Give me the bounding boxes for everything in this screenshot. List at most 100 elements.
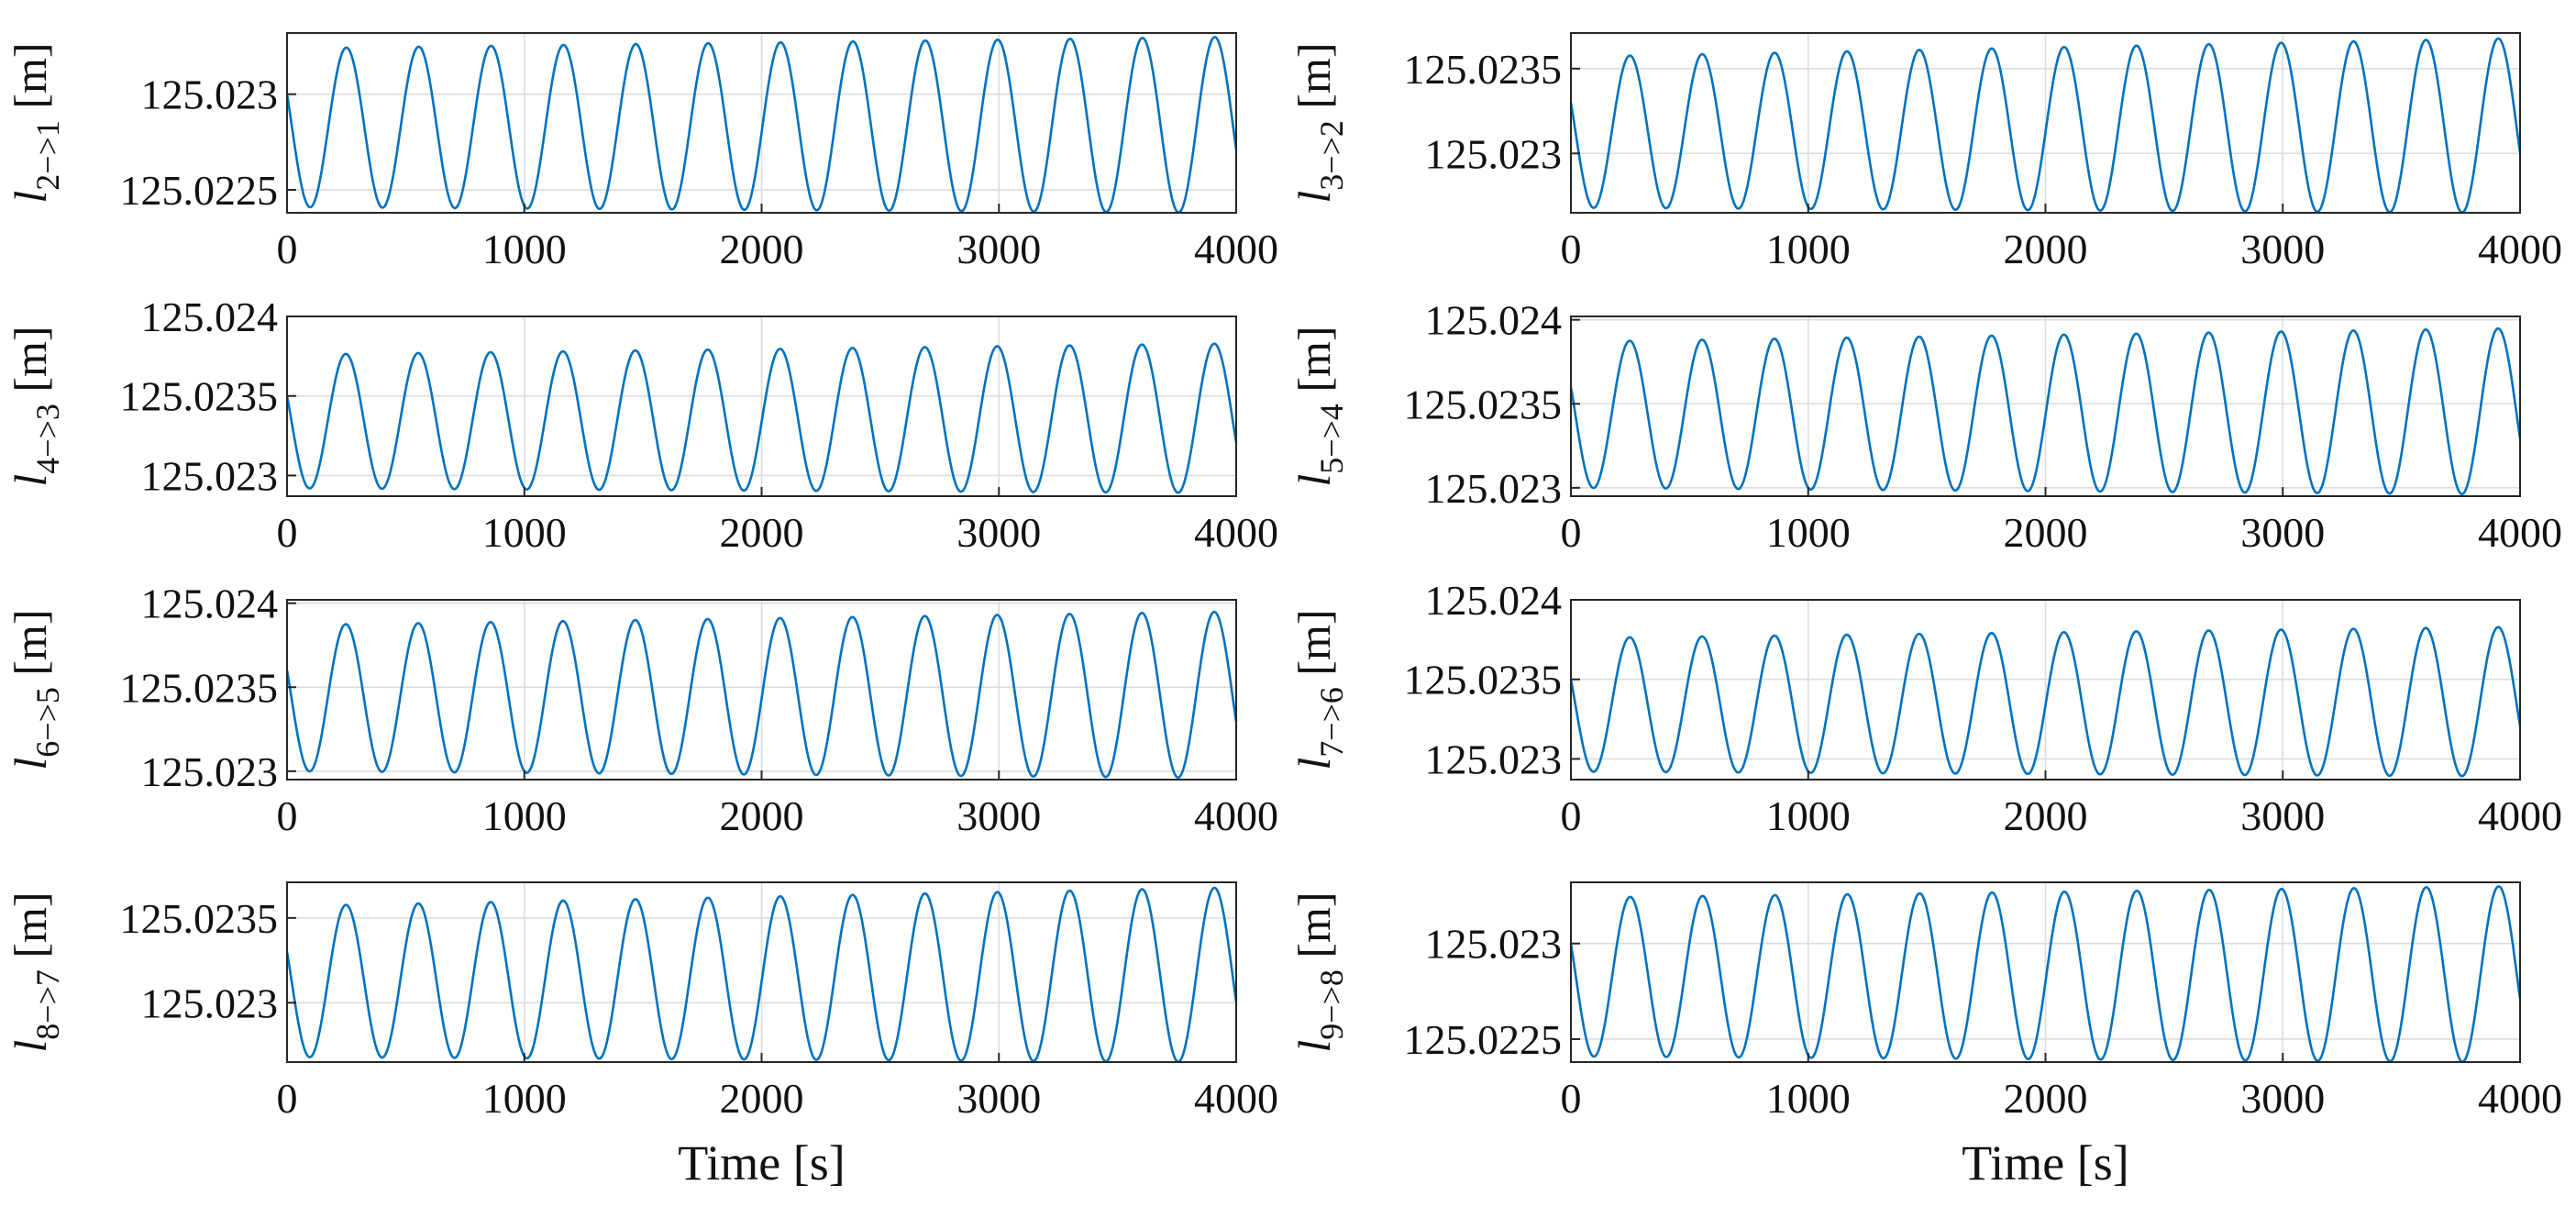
x-tick-label: 3000 [2240,226,2325,272]
y-axis-label: l8−>7 [m] [5,891,66,1052]
x-tick-label: 4000 [1194,792,1278,839]
y-label-subscript: 9−>8 [1313,969,1350,1040]
subplot-4: 0 1000 2000 3000 4000 125.023 125.0235 125.024 l… [1288,297,2562,556]
x-tick-label: 1000 [482,509,567,556]
y-tick-label: 125.023 [141,452,279,499]
y-label-symbol: l [5,1040,56,1053]
x-tick-label: 1000 [1766,509,1851,556]
y-label-symbol: l [5,758,56,770]
subplot-2: 0 1000 2000 3000 4000 125.023 125.0235 l3−>2 [m… [1288,32,2562,272]
y-label-symbol: l [5,191,56,204]
x-tick-label: 4000 [2478,792,2562,839]
y-label-symbol: l [1288,758,1340,770]
x-tick-label: 4000 [2478,226,2562,272]
y-label-subscript: 7−>6 [1313,687,1350,758]
y-tick-label: 125.0225 [120,167,279,214]
x-tick-label: 1000 [1766,792,1851,839]
x-tick-label: 2000 [2004,1075,2088,1122]
y-axis-label: l7−>6 [m] [1288,609,1350,770]
x-axis-label: Time [s] [678,1135,846,1190]
y-label-symbol: l [1288,1040,1340,1053]
x-tick-label: 4000 [2478,509,2562,556]
subplot-5: 0 1000 2000 3000 4000 125.023 125.0235 125.024 l… [5,581,1278,839]
x-tick-label: 0 [1561,509,1582,556]
y-label-symbol: l [1288,191,1340,204]
y-axis-label: l9−>8 [m] [1288,891,1350,1052]
y-axis-label: l5−>4 [m] [1288,326,1350,486]
x-tick-label: 3000 [956,792,1041,839]
x-tick-label: 4000 [1194,1075,1278,1122]
x-tick-label: 3000 [2240,1075,2325,1122]
x-tick-label: 1000 [482,226,567,272]
x-tick-label: 0 [277,509,298,556]
x-tick-label: 1000 [1766,1075,1851,1122]
y-axis-label: l6−>5 [m] [5,609,66,770]
y-tick-label: 125.024 [141,581,279,627]
x-tick-label: 2000 [2004,792,2088,839]
x-tick-label: 3000 [956,226,1041,272]
y-label-unit: [m] [1288,609,1340,687]
series-line [1569,626,2522,778]
y-tick-label: 125.0235 [120,664,279,711]
y-label-subscript: 3−>2 [1313,120,1350,191]
y-label-unit: [m] [5,42,56,120]
subplot-1: 0 1000 2000 3000 4000 125.0225 125.023 l2−>1 [m… [5,32,1278,272]
y-label-symbol: l [5,474,56,487]
y-tick-label: 125.024 [1425,577,1563,624]
y-axis-label: l2−>1 [m] [5,42,66,203]
series-line [285,342,1238,494]
y-label-subscript: 4−>3 [29,404,66,474]
x-tick-label: 0 [277,792,298,839]
y-tick-label: 125.024 [141,293,279,340]
x-tick-label: 4000 [1194,509,1278,556]
x-axis-label: Time [s] [1962,1135,2129,1190]
series-line [1569,37,2522,214]
x-tick-label: 0 [1561,1075,1582,1122]
y-tick-label: 125.0225 [1404,1016,1563,1063]
y-tick-label: 125.0235 [120,895,279,942]
y-label-unit: [m] [1288,891,1340,969]
y-label-symbol: l [1288,474,1340,487]
y-label-subscript: 5−>4 [1313,404,1350,474]
y-label-subscript: 8−>7 [29,969,66,1040]
series-line [285,610,1238,780]
y-label-unit: [m] [5,609,56,687]
subplot-3: 0 1000 2000 3000 4000 125.023 125.0235 125.024 l… [5,293,1278,556]
x-tick-label: 3000 [956,509,1041,556]
x-tick-label: 3000 [2240,509,2325,556]
x-tick-label: 0 [277,1075,298,1122]
y-axis-label: l3−>2 [m] [1288,42,1350,203]
x-tick-label: 1000 [1766,226,1851,272]
x-tick-label: 0 [277,226,298,272]
y-label-unit: [m] [1288,326,1340,404]
y-label-unit: [m] [5,891,56,969]
x-tick-label: 2000 [720,792,804,839]
y-tick-label: 125.023 [141,980,279,1026]
x-tick-label: 3000 [956,1075,1041,1122]
x-tick-label: 2000 [720,509,804,556]
x-tick-label: 3000 [2240,792,2325,839]
y-tick-label: 125.0235 [1404,381,1563,427]
subplot-8: 0 1000 2000 3000 4000 125.0225 125.023 l9−>8 [m… [1288,881,2562,1190]
x-tick-label: 2000 [720,226,804,272]
y-tick-label: 125.024 [1425,297,1563,344]
series-line [1569,885,2522,1063]
y-tick-label: 125.0235 [120,373,279,420]
x-tick-label: 1000 [482,792,567,839]
series-line [285,886,1238,1063]
y-tick-label: 125.023 [1425,465,1563,512]
y-tick-label: 125.023 [141,72,279,118]
y-axis-label: l4−>3 [m] [5,326,66,486]
subplot-6: 0 1000 2000 3000 4000 125.023 125.0235 125.024 l… [1288,577,2562,839]
y-tick-label: 125.023 [141,748,279,795]
x-tick-label: 4000 [1194,226,1278,272]
y-label-subscript: 6−>5 [29,687,66,758]
x-tick-label: 2000 [720,1075,804,1122]
x-tick-label: 4000 [2478,1075,2562,1122]
y-label-unit: [m] [5,326,56,404]
y-tick-label: 125.0235 [1404,657,1563,703]
series-line [1569,327,2522,496]
x-tick-label: 0 [1561,226,1582,272]
y-tick-label: 125.023 [1425,130,1563,177]
